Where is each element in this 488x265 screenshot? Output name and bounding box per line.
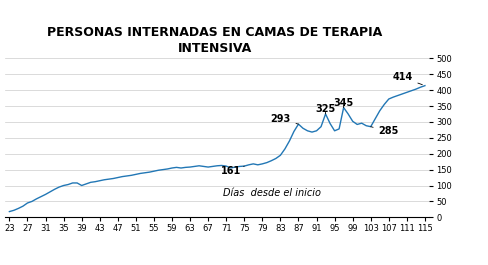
Text: PERSONAS INTERNADAS EN CAMAS DE TERAPIA
INTENSIVA: PERSONAS INTERNADAS EN CAMAS DE TERAPIA …: [47, 26, 382, 55]
Text: 293: 293: [270, 114, 299, 124]
Text: Días  desde el inicio: Días desde el inicio: [224, 188, 322, 198]
Text: 325: 325: [315, 104, 336, 114]
Text: 345: 345: [333, 98, 354, 108]
Text: 161: 161: [221, 166, 244, 176]
Text: 285: 285: [371, 126, 399, 136]
Text: 414: 414: [392, 72, 422, 85]
